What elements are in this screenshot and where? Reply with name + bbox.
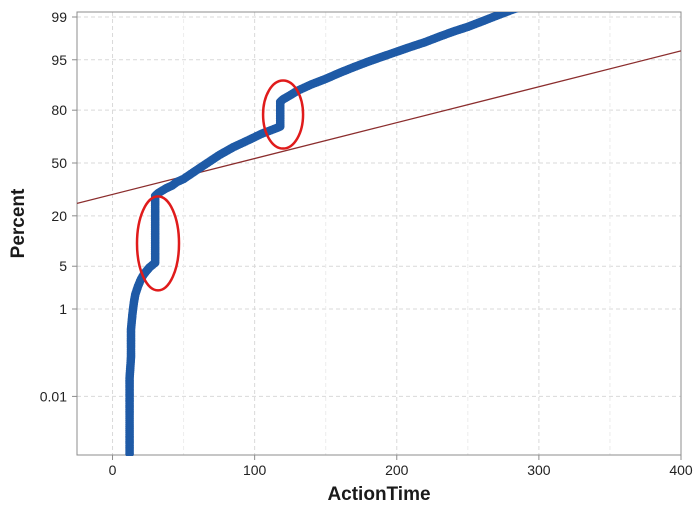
x-tick-label: 200 [385,462,409,478]
data-point [519,2,528,11]
x-tick-label: 400 [669,462,693,478]
y-axis-title: Percent [8,188,29,258]
y-tick-label: 80 [51,102,67,118]
y-tick-label: 0.01 [40,388,67,404]
data-point [536,0,545,4]
data-point [543,0,552,2]
data-point [540,0,549,3]
data-point-marker [125,449,134,456]
y-tick-label: 95 [51,52,67,68]
data-point [533,0,542,5]
x-tick-label: 100 [243,462,267,478]
annotation-ellipse [135,195,181,292]
data-point [529,0,538,7]
data-point [524,0,533,8]
y-tick-label: 1 [59,301,67,317]
data-point [513,12,519,13]
y-tick-label: 5 [59,258,67,274]
data-point [545,0,554,1]
data-point [535,0,544,5]
data-point [515,3,524,12]
y-tick-label: 99 [51,9,67,25]
x-axis-title: ActionTime [327,484,430,505]
data-point [531,0,540,6]
data-point [522,0,531,9]
data-point [517,2,526,11]
data-point [526,0,535,8]
fitted-line [77,50,681,205]
data-point [516,12,519,13]
x-tick-label: 300 [527,462,551,478]
annotation-ellipse [261,79,305,150]
y-tick-label: 50 [51,155,67,171]
data-point [542,0,551,2]
y-tick-label: 20 [51,208,67,224]
data-point [520,1,529,10]
x-tick-label: 0 [109,462,117,478]
data-point [538,0,547,4]
data-point [527,0,536,7]
plot-frame [76,11,682,456]
